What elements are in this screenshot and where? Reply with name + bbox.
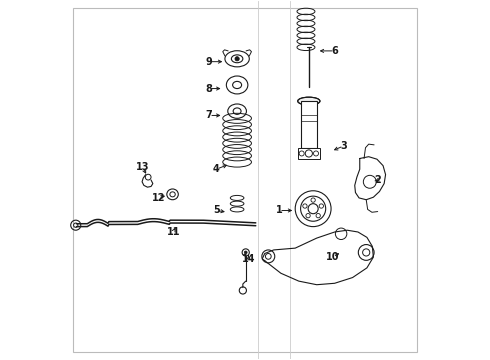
Text: 7: 7 <box>206 111 213 121</box>
Text: 1: 1 <box>276 206 282 216</box>
Bar <box>300 101 317 148</box>
Text: 2: 2 <box>374 175 381 185</box>
Text: 13: 13 <box>136 162 149 172</box>
Bar <box>298 148 319 159</box>
Text: 9: 9 <box>206 57 213 67</box>
Circle shape <box>245 251 247 254</box>
Circle shape <box>235 57 239 61</box>
Text: 11: 11 <box>167 227 180 237</box>
Text: 8: 8 <box>206 84 213 94</box>
Text: 3: 3 <box>340 141 347 151</box>
Ellipse shape <box>298 97 320 105</box>
Text: 12: 12 <box>151 193 165 203</box>
Text: 5: 5 <box>213 206 220 216</box>
Text: 4: 4 <box>213 164 220 174</box>
Text: 6: 6 <box>331 46 338 56</box>
Text: 10: 10 <box>326 252 340 262</box>
Text: 14: 14 <box>242 254 255 264</box>
